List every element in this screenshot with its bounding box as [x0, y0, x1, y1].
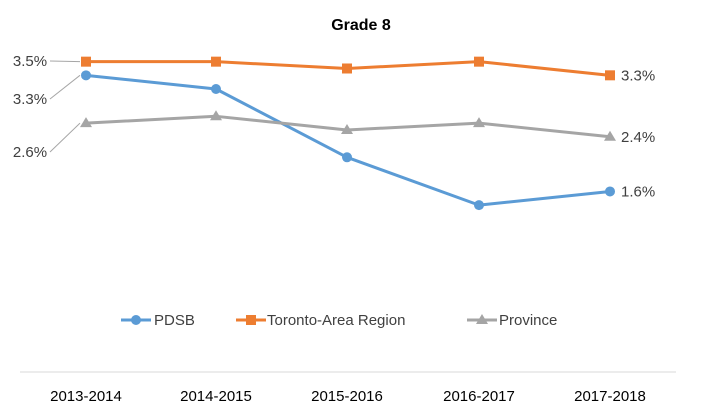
legend-marker-toronto-area-region: [246, 315, 256, 325]
legend-marker-pdsb: [131, 315, 141, 325]
x-tick-label-5: 2017-2018: [574, 388, 646, 405]
end-label-province: 2.4%: [621, 129, 655, 146]
leader-line-pdsb: [49, 74, 81, 100]
data-point-pdsb-3: [342, 152, 352, 163]
leader-line-province: [49, 122, 81, 153]
legend-item-province: Province: [467, 312, 557, 329]
end-label-pdsb: 1.6%: [621, 183, 655, 200]
legend-item-pdsb: PDSB: [121, 312, 195, 329]
legend: PDSB Toronto-Area Region Province: [121, 312, 557, 329]
data-point-pdsb-1: [81, 70, 91, 81]
legend-item-toronto-area-region: Toronto-Area Region: [236, 312, 405, 329]
start-label-pdsb: 3.3%: [13, 91, 47, 108]
plot-area: [80, 56, 616, 211]
data-point-pdsb-2: [211, 83, 221, 94]
data-labels: 1.6% 3.3% 2.4% 3.3% 3.5% 2.6%: [13, 53, 655, 200]
data-point-toronto-area-region-2: [211, 56, 221, 67]
chart-title: Grade 8: [331, 17, 391, 34]
data-point-toronto-area-region-1: [81, 56, 91, 67]
legend-marker-province: [476, 314, 488, 324]
data-point-province-5: [604, 130, 616, 141]
x-tick-label-3: 2015-2016: [311, 388, 383, 405]
data-point-pdsb-5: [605, 186, 615, 197]
legend-label-province: Province: [499, 312, 557, 329]
data-point-pdsb-4: [474, 200, 484, 211]
end-label-toronto-area-region: 3.3%: [621, 67, 655, 84]
legend-label-pdsb: PDSB: [154, 312, 195, 329]
data-point-province-1: [80, 117, 92, 128]
legend-label-toronto-area-region: Toronto-Area Region: [267, 312, 405, 329]
start-label-toronto-area-region: 3.5%: [13, 53, 47, 70]
x-tick-label-4: 2016-2017: [443, 388, 515, 405]
data-point-toronto-area-region-3: [342, 63, 352, 74]
data-point-province-4: [473, 117, 485, 128]
start-label-province: 2.6%: [13, 144, 47, 161]
data-point-toronto-area-region-5: [605, 70, 615, 81]
x-tick-label-2: 2014-2015: [180, 388, 252, 405]
x-tick-label-1: 2013-2014: [50, 388, 122, 405]
data-point-toronto-area-region-4: [474, 56, 484, 67]
leader-line-toronto-area-region: [49, 60, 81, 63]
data-point-province-2: [210, 110, 222, 121]
data-point-province-3: [341, 123, 353, 134]
x-axis-categories: 2013-2014 2014-2015 2015-2016 2016-2017 2017…: [50, 388, 646, 405]
